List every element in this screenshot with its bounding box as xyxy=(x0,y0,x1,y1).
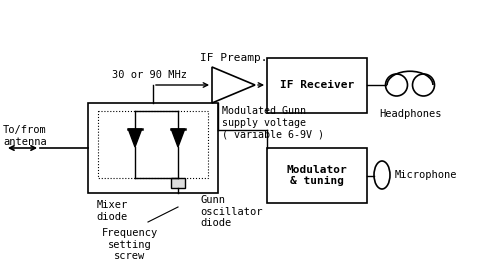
Text: Gunn
oscillator
diode: Gunn oscillator diode xyxy=(200,195,263,228)
Text: 30 or 90 MHz: 30 or 90 MHz xyxy=(112,70,187,80)
Text: Headphones: Headphones xyxy=(379,109,441,119)
Polygon shape xyxy=(98,111,208,178)
Text: Mixer
diode: Mixer diode xyxy=(97,200,127,222)
Polygon shape xyxy=(128,129,142,147)
Ellipse shape xyxy=(374,161,390,189)
Circle shape xyxy=(413,74,435,96)
Polygon shape xyxy=(267,58,367,113)
Text: Microphone: Microphone xyxy=(395,170,458,180)
Text: Modulator
& tuning: Modulator & tuning xyxy=(287,165,347,186)
Text: To/from
antenna: To/from antenna xyxy=(3,125,47,147)
Circle shape xyxy=(386,74,408,96)
Polygon shape xyxy=(267,148,367,203)
Text: IF Preamp.: IF Preamp. xyxy=(200,53,267,63)
Polygon shape xyxy=(171,178,185,188)
Polygon shape xyxy=(171,129,185,147)
Polygon shape xyxy=(212,67,255,103)
Text: IF Receiver: IF Receiver xyxy=(280,80,354,91)
Text: Modulated Gunn
supply voltage
( variable 6-9V ): Modulated Gunn supply voltage ( variable… xyxy=(222,106,324,140)
Text: Frequency
setting
screw: Frequency setting screw xyxy=(102,228,158,261)
Polygon shape xyxy=(88,103,218,193)
